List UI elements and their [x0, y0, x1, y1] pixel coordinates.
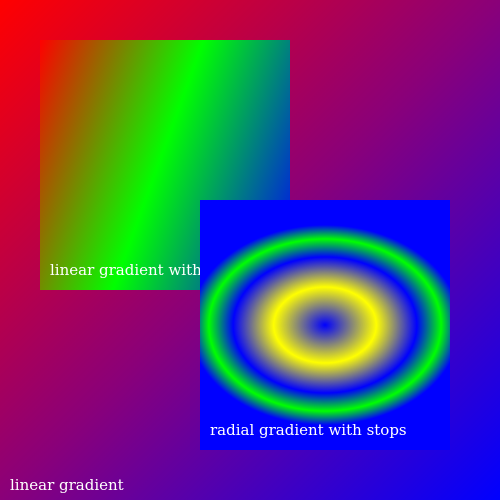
page-gradient-label: linear gradient: [10, 476, 124, 494]
radial-gradient-label: radial gradient with stops: [210, 421, 407, 439]
linear-gradient-label: linear gradient with stops: [50, 261, 247, 279]
radial-gradient-panel: radial gradient with stops: [200, 200, 450, 450]
